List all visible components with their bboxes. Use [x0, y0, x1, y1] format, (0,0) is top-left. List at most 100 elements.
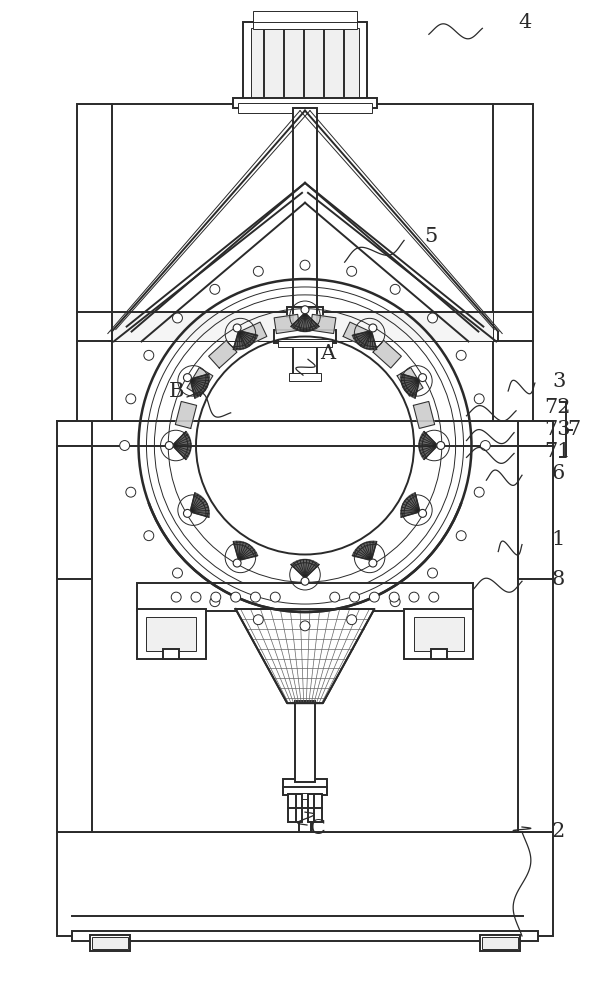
Polygon shape — [401, 493, 420, 517]
Circle shape — [369, 324, 377, 332]
Circle shape — [126, 394, 136, 404]
Bar — [90, 935, 129, 951]
Circle shape — [390, 597, 400, 607]
Text: 6: 6 — [551, 464, 565, 483]
Circle shape — [210, 597, 220, 607]
Bar — [518, 446, 553, 579]
Circle shape — [171, 592, 181, 602]
Circle shape — [481, 441, 490, 450]
Bar — [293, 307, 317, 376]
Circle shape — [428, 313, 437, 323]
Circle shape — [301, 306, 309, 314]
Bar — [254, 11, 356, 29]
Bar — [278, 339, 332, 347]
Circle shape — [418, 509, 426, 517]
Polygon shape — [291, 313, 319, 332]
Bar — [483, 937, 518, 949]
Polygon shape — [401, 374, 420, 398]
Polygon shape — [353, 331, 376, 350]
Bar — [92, 937, 127, 949]
Circle shape — [330, 592, 340, 602]
Polygon shape — [175, 401, 196, 428]
Circle shape — [456, 531, 466, 541]
Text: C: C — [310, 819, 326, 838]
Polygon shape — [414, 401, 435, 428]
Bar — [274, 330, 336, 343]
Bar — [293, 108, 317, 312]
Bar — [289, 793, 321, 799]
Circle shape — [346, 615, 357, 625]
Circle shape — [184, 509, 192, 517]
Bar — [295, 701, 315, 782]
Text: 1: 1 — [551, 530, 565, 549]
Circle shape — [418, 374, 426, 382]
Polygon shape — [234, 331, 257, 350]
Circle shape — [437, 442, 445, 449]
Bar — [308, 794, 322, 822]
Text: A: A — [320, 344, 335, 363]
Bar — [251, 28, 359, 98]
Circle shape — [389, 592, 399, 602]
Bar — [287, 307, 323, 317]
Polygon shape — [190, 493, 209, 517]
Bar — [72, 931, 538, 941]
Circle shape — [428, 568, 437, 578]
Text: 3: 3 — [553, 372, 566, 391]
Circle shape — [409, 592, 419, 602]
Polygon shape — [274, 314, 300, 334]
Circle shape — [456, 350, 466, 360]
Text: 71: 71 — [544, 442, 570, 461]
Text: 7: 7 — [567, 420, 581, 439]
Polygon shape — [190, 374, 209, 398]
Circle shape — [184, 374, 192, 382]
Circle shape — [233, 559, 241, 567]
Bar — [112, 312, 493, 341]
Circle shape — [251, 592, 260, 602]
Circle shape — [270, 592, 280, 602]
Circle shape — [300, 621, 310, 631]
Bar — [146, 617, 196, 651]
Bar — [238, 103, 372, 113]
Circle shape — [370, 592, 379, 602]
Polygon shape — [353, 541, 376, 560]
Polygon shape — [172, 431, 191, 460]
Circle shape — [173, 568, 182, 578]
Bar — [404, 609, 473, 659]
Text: 4: 4 — [518, 13, 531, 32]
Text: B: B — [169, 382, 185, 401]
Polygon shape — [235, 609, 375, 703]
Bar — [57, 446, 92, 579]
Polygon shape — [310, 314, 336, 334]
Bar — [289, 373, 321, 381]
Circle shape — [474, 394, 484, 404]
Bar — [232, 98, 378, 108]
Circle shape — [369, 559, 377, 567]
Circle shape — [126, 487, 136, 497]
Circle shape — [474, 487, 484, 497]
Polygon shape — [239, 322, 267, 347]
Circle shape — [253, 266, 264, 276]
Circle shape — [191, 592, 201, 602]
Circle shape — [390, 284, 400, 294]
Bar — [288, 794, 302, 822]
Bar — [431, 649, 447, 659]
Circle shape — [253, 615, 264, 625]
Circle shape — [429, 592, 439, 602]
Circle shape — [231, 592, 240, 602]
Text: 2: 2 — [551, 822, 565, 841]
Polygon shape — [373, 340, 401, 368]
Bar — [77, 104, 533, 421]
Bar — [57, 832, 553, 936]
Circle shape — [301, 577, 309, 585]
Polygon shape — [291, 559, 319, 578]
Text: 73: 73 — [544, 420, 570, 439]
Circle shape — [120, 441, 129, 450]
Bar — [57, 421, 553, 832]
Bar — [481, 935, 520, 951]
Circle shape — [144, 531, 154, 541]
Text: 72: 72 — [544, 398, 570, 417]
Polygon shape — [234, 541, 257, 560]
Bar — [243, 22, 367, 104]
Circle shape — [144, 350, 154, 360]
Circle shape — [165, 442, 173, 449]
